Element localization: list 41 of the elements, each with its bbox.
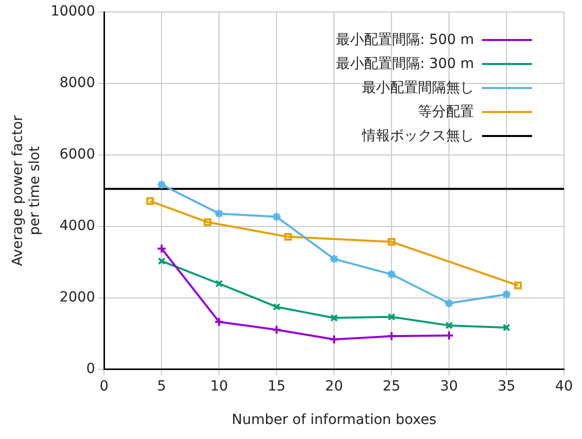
point (284, 232, 292, 241)
legend-label: 最小配置間隔: 500 m (336, 31, 474, 49)
point (329, 254, 340, 264)
point (272, 324, 282, 335)
x-tick-label: 40 (555, 378, 573, 394)
point (214, 316, 224, 327)
point (514, 282, 522, 290)
point (330, 314, 338, 322)
x-tick-label: 35 (498, 378, 516, 394)
point (386, 331, 397, 342)
point (388, 238, 396, 246)
point (329, 334, 340, 344)
legend-label: 等分配置 (418, 103, 474, 121)
x-axis-title: Number of information boxes (232, 412, 436, 428)
x-tick-label: 25 (382, 378, 400, 394)
y-tick-label: 8000 (59, 75, 96, 92)
x-tick-label: 5 (157, 378, 166, 394)
x-tick-label: 30 (440, 378, 458, 394)
y-tick-label: 10000 (50, 4, 96, 20)
y-tick-label: 4000 (59, 218, 96, 234)
point (388, 313, 396, 321)
point (214, 208, 224, 219)
point (445, 322, 453, 330)
point (215, 280, 223, 288)
point (386, 269, 397, 280)
y-axis-title: Average power factor per time slot (10, 115, 43, 266)
point (204, 218, 212, 226)
x-tick-label: 20 (325, 378, 343, 394)
x-tick-label: 0 (100, 378, 109, 394)
legend-label: 最小配置間隔無し (362, 79, 474, 97)
point (444, 298, 454, 308)
point (272, 303, 280, 311)
x-tick-label: 15 (268, 378, 286, 394)
x-tick-label: 10 (210, 378, 228, 394)
legend-label: 最小配置間隔: 300 m (336, 55, 474, 73)
point (146, 197, 154, 205)
y-tick-label: 6000 (59, 146, 96, 163)
point (272, 212, 282, 222)
legend-label: 情報ボックス無し (362, 127, 474, 145)
y-tick-label: 2000 (59, 290, 96, 306)
y-tick-label: 0 (86, 361, 96, 378)
